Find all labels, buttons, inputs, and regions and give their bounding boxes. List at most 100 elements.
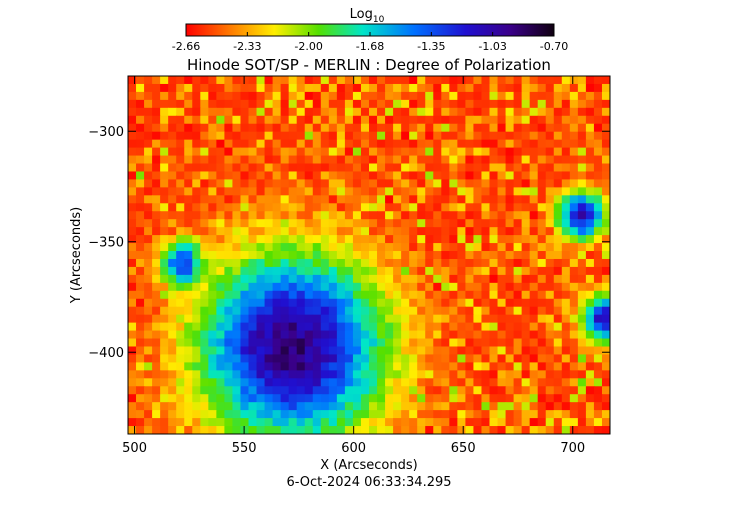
heatmap-cell bbox=[441, 290, 450, 300]
heatmap-cell bbox=[248, 418, 258, 427]
heatmap-cell bbox=[385, 99, 394, 109]
heatmap-cell bbox=[401, 266, 410, 276]
heatmap-cell bbox=[200, 139, 209, 149]
heatmap-cell bbox=[465, 282, 475, 292]
heatmap-cell bbox=[377, 290, 386, 300]
heatmap-cell bbox=[304, 314, 314, 324]
heatmap-cell bbox=[553, 243, 563, 252]
heatmap-cell bbox=[521, 330, 531, 340]
heatmap-cell bbox=[328, 107, 338, 117]
heatmap-cell bbox=[256, 354, 266, 363]
heatmap-cell bbox=[136, 155, 145, 165]
heatmap-cell bbox=[264, 258, 274, 268]
heatmap-cell bbox=[425, 107, 434, 117]
heatmap-cell bbox=[449, 203, 458, 212]
heatmap-cell bbox=[296, 378, 306, 387]
heatmap-cell bbox=[288, 418, 298, 427]
heatmap-cell bbox=[545, 83, 555, 93]
heatmap-cell bbox=[577, 163, 587, 173]
heatmap-cell bbox=[401, 298, 410, 308]
heatmap-cell bbox=[240, 282, 250, 292]
heatmap-cell bbox=[360, 290, 370, 300]
heatmap-cell bbox=[593, 378, 603, 387]
heatmap-cell bbox=[569, 330, 579, 340]
heatmap-cell bbox=[601, 346, 610, 356]
heatmap-cell bbox=[505, 346, 515, 356]
heatmap-cell bbox=[553, 354, 563, 363]
heatmap-cell bbox=[136, 266, 145, 276]
heatmap-cell bbox=[264, 227, 274, 236]
heatmap-cell bbox=[360, 418, 370, 427]
heatmap-cell bbox=[336, 426, 346, 434]
heatmap-cell bbox=[304, 91, 314, 101]
heatmap-cell bbox=[449, 131, 458, 141]
heatmap-cell bbox=[192, 282, 201, 292]
heatmap-cell bbox=[192, 386, 201, 395]
heatmap-cell bbox=[513, 274, 523, 284]
heatmap-cell bbox=[296, 187, 306, 196]
heatmap-cell bbox=[505, 266, 515, 276]
heatmap-cell bbox=[481, 346, 491, 356]
heatmap-cell bbox=[577, 290, 587, 300]
heatmap-cell bbox=[208, 155, 217, 165]
heatmap-cell bbox=[465, 179, 475, 188]
heatmap-cell bbox=[489, 402, 499, 411]
heatmap-cell bbox=[441, 123, 450, 133]
heatmap-cell bbox=[601, 139, 610, 149]
heatmap-cell bbox=[184, 258, 193, 268]
heatmap-cell bbox=[433, 362, 442, 371]
heatmap-cell bbox=[128, 258, 137, 268]
heatmap-cell bbox=[288, 266, 298, 276]
heatmap-cell bbox=[577, 227, 587, 236]
heatmap-cell bbox=[513, 354, 523, 363]
heatmap-cell bbox=[433, 338, 442, 348]
heatmap-cell bbox=[377, 274, 386, 284]
heatmap-cell bbox=[473, 147, 483, 157]
heatmap-cell bbox=[344, 322, 354, 332]
heatmap-cell bbox=[176, 131, 185, 141]
heatmap-cell bbox=[497, 91, 507, 101]
heatmap-cell bbox=[481, 402, 491, 411]
heatmap-cell bbox=[529, 219, 539, 228]
heatmap-cell bbox=[208, 290, 217, 300]
heatmap-cell bbox=[537, 171, 547, 181]
heatmap-cell bbox=[473, 195, 483, 204]
heatmap-cell bbox=[497, 314, 507, 324]
heatmap-cell bbox=[128, 386, 137, 395]
heatmap-cell bbox=[457, 330, 466, 340]
heatmap-cell bbox=[393, 274, 402, 284]
heatmap-cell bbox=[240, 251, 250, 260]
heatmap-cell bbox=[232, 83, 242, 93]
heatmap-cell bbox=[128, 155, 137, 165]
heatmap-cell bbox=[176, 251, 185, 260]
heatmap-cell bbox=[409, 171, 418, 181]
heatmap-cell bbox=[176, 274, 185, 284]
heatmap-cell bbox=[168, 378, 177, 387]
heatmap-cell bbox=[288, 346, 298, 356]
heatmap-cell bbox=[425, 410, 434, 419]
heatmap-cell bbox=[441, 362, 450, 371]
chart-title: Hinode SOT/SP - MERLIN : Degree of Polar… bbox=[187, 56, 551, 74]
heatmap-cell bbox=[585, 115, 595, 125]
heatmap-cell bbox=[248, 282, 258, 292]
heatmap-cell bbox=[497, 362, 507, 371]
heatmap-cell bbox=[304, 378, 314, 387]
heatmap-cell bbox=[312, 211, 322, 220]
heatmap-cell bbox=[529, 76, 539, 85]
heatmap-cell bbox=[232, 274, 242, 284]
heatmap-cell bbox=[433, 147, 442, 157]
heatmap-cell bbox=[369, 274, 378, 284]
heatmap-cell bbox=[328, 402, 338, 411]
heatmap-cell bbox=[160, 274, 169, 284]
heatmap-cell bbox=[168, 147, 177, 157]
heatmap-cell bbox=[280, 203, 290, 212]
heatmap-cell bbox=[393, 426, 402, 434]
heatmap-cell bbox=[144, 139, 153, 149]
heatmap-cell bbox=[577, 83, 587, 93]
heatmap-cell bbox=[569, 131, 579, 141]
heatmap-cell bbox=[288, 187, 298, 196]
heatmap-cell bbox=[553, 314, 563, 324]
heatmap-cell bbox=[569, 314, 579, 324]
heatmap-cell bbox=[336, 227, 346, 236]
heatmap-cell bbox=[401, 179, 410, 188]
